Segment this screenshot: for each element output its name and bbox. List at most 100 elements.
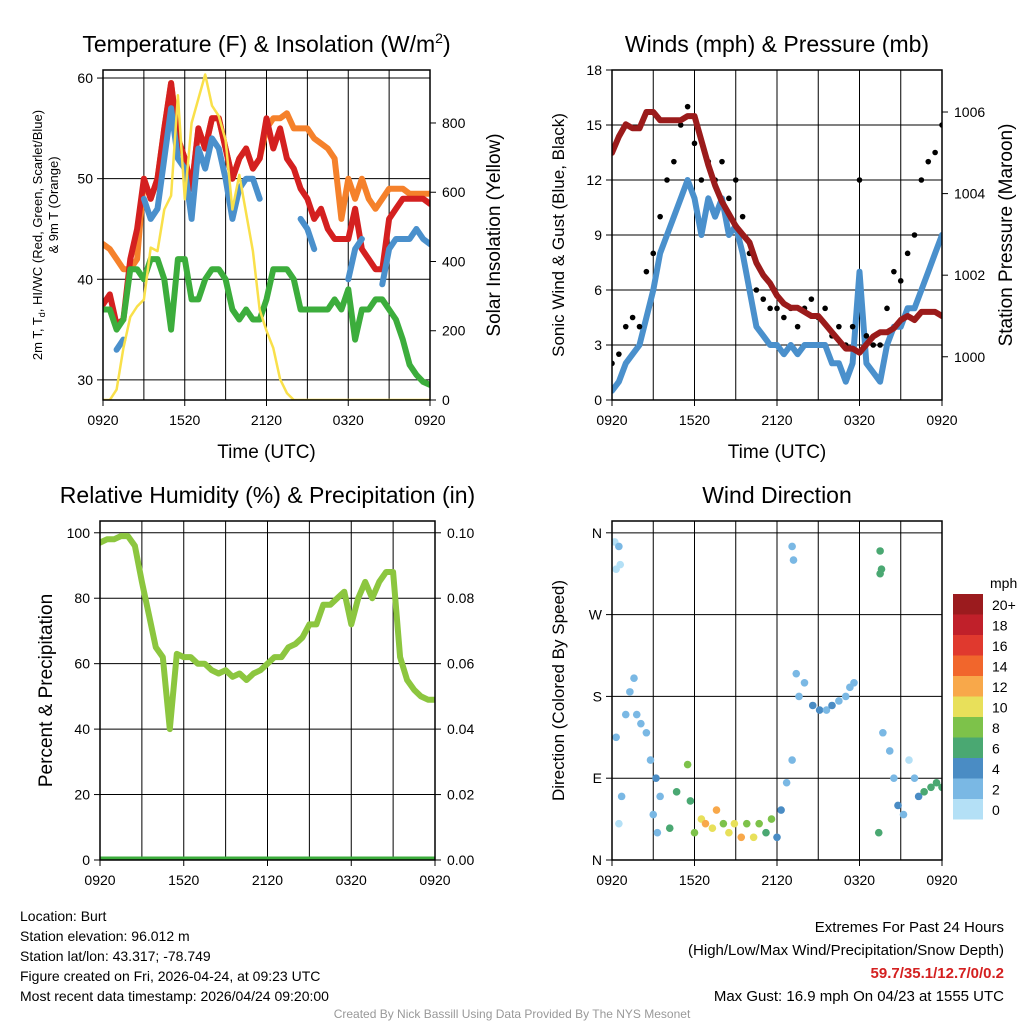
x-tick-label: 0320 (844, 872, 875, 888)
y2-tick-label: 0.06 (447, 656, 474, 672)
plot-frame (611, 520, 943, 861)
gust-point (643, 268, 650, 275)
series-solar-insolation (103, 73, 430, 400)
y-tick-label: 9 (594, 227, 602, 243)
x-axis-label: Time (UTC) (217, 442, 316, 463)
direction-point (835, 697, 843, 705)
series-relative-humidity (100, 533, 435, 733)
gust-point (856, 177, 863, 183)
extremes-values: 59.7/35.1/12.7/0/0.2 (870, 965, 1004, 982)
direction-point (876, 547, 884, 555)
y2-tick-label: 1006 (954, 104, 985, 120)
gust-point (891, 268, 897, 275)
y2-tick-label: 0.02 (447, 787, 474, 803)
direction-point (701, 819, 710, 828)
legend-label: 4 (992, 761, 1000, 777)
lat-lon: Station lat/lon: 43.317; -78.749 (20, 948, 211, 964)
extremes-title: Extremes For Past 24 Hours (814, 919, 1004, 936)
series-group (103, 73, 430, 400)
panel-3: Relative Humidity (%) & Precipitation (i… (36, 482, 475, 888)
legend-swatch (953, 778, 983, 799)
gust-point (650, 250, 657, 257)
legend-label: 18 (992, 618, 1008, 634)
direction-point (788, 756, 796, 764)
y-tick-label: 100 (67, 525, 91, 541)
elevation: Station elevation: 96.012 m (20, 928, 190, 944)
legend-swatch (953, 614, 983, 635)
legend-swatch (953, 799, 983, 820)
gust-point (897, 278, 904, 284)
y-label-rest: , HI/WC (Red, Green, Scarlet/Blue) (30, 110, 45, 312)
y-axis-label-line2: & 9m T (Orange) (46, 156, 61, 253)
y2-tick-label: 1000 (954, 349, 985, 365)
gust-point (925, 158, 932, 165)
y2-tick-label: 0.04 (447, 721, 474, 737)
direction-point (910, 774, 919, 783)
gust-point (684, 103, 691, 110)
y-tick-label: 0 (82, 852, 90, 868)
x-tick-label: 2120 (761, 412, 792, 428)
panel-2: Winds (mph) & Pressure (mb) 0 3 6 9 12 15 18 100… (549, 31, 1017, 463)
direction-point (615, 542, 623, 551)
title-end: ) (443, 31, 451, 57)
direction-point (616, 560, 625, 569)
y2-tick-label: 1002 (954, 267, 985, 283)
gust-point (726, 195, 732, 202)
y2-axis-label: Solar Insolation (Yellow) (484, 133, 505, 336)
legend-label: 8 (992, 720, 1000, 736)
direction-point (615, 819, 623, 828)
x-tick-label: 2120 (251, 412, 282, 428)
legend-label: 2 (992, 782, 1000, 798)
plot-frame (102, 69, 431, 401)
gust-point (863, 333, 870, 339)
legend-label: 16 (992, 638, 1008, 654)
direction-point (672, 788, 681, 796)
legend-label: 10 (992, 700, 1008, 716)
direction-point (874, 828, 883, 837)
gust-point (781, 314, 787, 321)
series-dew-point (103, 256, 430, 388)
y2-tick-label: 400 (442, 253, 466, 269)
series-group (612, 103, 942, 394)
y2-tick-label: 0 (442, 392, 450, 408)
y-axis-label: Percent & Precipitation (36, 594, 57, 787)
direction-point (737, 833, 746, 842)
y-tick-label: 18 (586, 62, 602, 78)
direction-point (642, 728, 651, 737)
y-tick-label: 60 (74, 656, 90, 672)
x-tick-label: 0920 (84, 872, 115, 888)
direction-point (762, 828, 770, 837)
y-tick-label: E (593, 770, 602, 786)
y-tick-label: S (593, 688, 602, 704)
y-tick-label: 40 (77, 271, 93, 287)
chart-title: Relative Humidity (%) & Precipitation (i… (60, 482, 475, 508)
gust-point (629, 314, 636, 321)
x-tick-label: 1520 (679, 412, 710, 428)
legend-title: mph (990, 575, 1017, 591)
direction-point (617, 792, 626, 801)
y-tick-label: 12 (586, 172, 602, 188)
y-axis-label: 2m T, Td, HI/WC (Red, Green, Scarlet/Blu… (30, 110, 47, 360)
direction-point (742, 819, 751, 828)
gust-point (753, 287, 760, 293)
gust-point (877, 342, 883, 348)
series-wind-chill (113, 105, 430, 353)
gust-point (636, 323, 643, 330)
gust-point (884, 305, 890, 312)
gust-point (932, 149, 938, 156)
gust-point (732, 177, 739, 183)
y-tick-label: 15 (586, 117, 602, 133)
direction-point (920, 788, 928, 796)
y2-tick-label: 0.08 (447, 590, 474, 606)
gust-point (836, 323, 842, 330)
series-group (100, 533, 435, 860)
y2-tick-label: 1004 (954, 186, 985, 202)
series-2m-t (103, 80, 430, 328)
y-tick-label: 50 (77, 171, 93, 187)
legend-swatch (953, 737, 983, 758)
legend-label: 0 (992, 802, 1000, 818)
legend-swatch (953, 758, 983, 779)
x-tick-label: 0920 (926, 872, 957, 888)
legend-swatch (953, 655, 983, 676)
recent-timestamp: Most recent data timestamp: 2026/04/24 0… (20, 988, 329, 1004)
